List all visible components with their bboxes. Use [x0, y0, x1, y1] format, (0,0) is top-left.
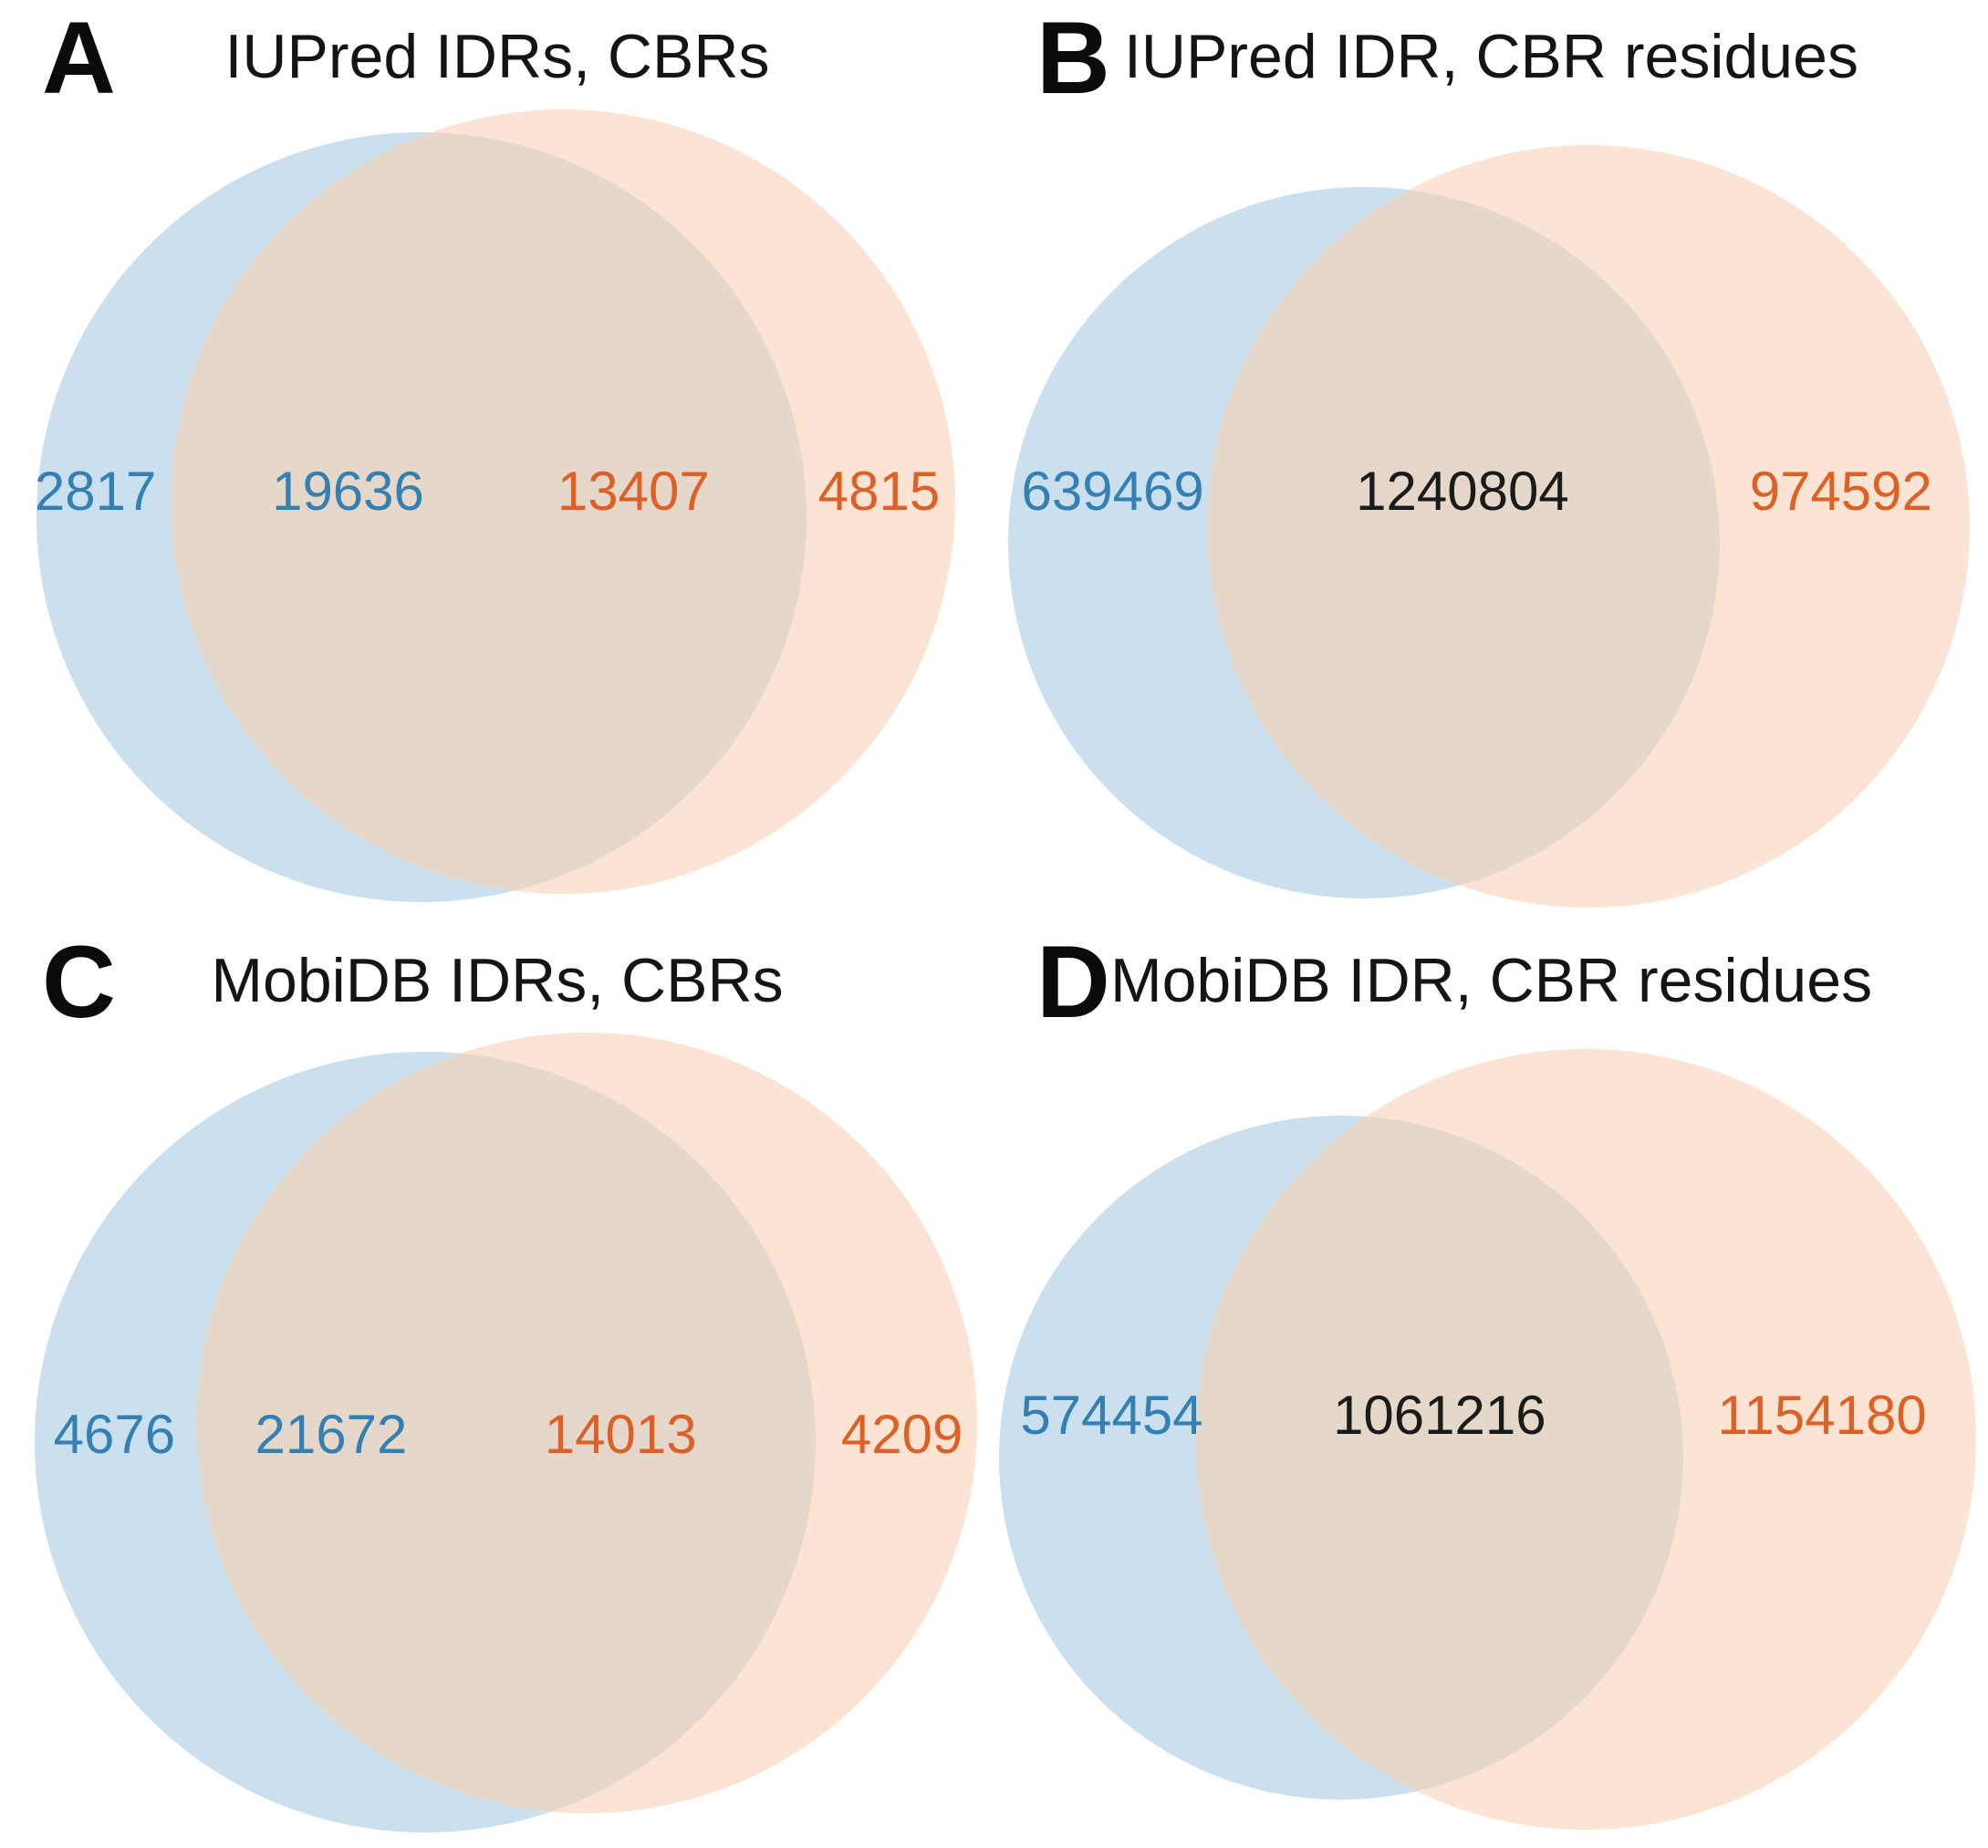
- panel-d-venn: 574454 1061216 1154180: [994, 1029, 1988, 1848]
- count-intersection-orange: 14013: [544, 1403, 697, 1465]
- panel-b-venn: 639469 1240804 974592: [994, 105, 1988, 924]
- panel-b-venn-svg: [1008, 145, 1970, 908]
- panel-d-letter: D: [1036, 925, 1110, 1039]
- panel-b-letter: B: [1036, 1, 1110, 115]
- panel-d-venn-svg: [999, 1049, 1976, 1830]
- panel-d-header: D MobiDB IDR, CBR residues: [994, 924, 1988, 1033]
- panel-a-title: IUPred IDRs, CBRs: [224, 22, 770, 91]
- count-intersection-orange: 13407: [557, 460, 710, 522]
- panel-c-venn-svg: [35, 1033, 977, 1832]
- panel-c-venn: 4676 21672 14013 4209: [0, 1029, 994, 1848]
- panel-b-header: B IUPred IDR, CBR residues: [994, 0, 1988, 109]
- panel-c-header: C MobiDB IDRs, CBRs: [0, 924, 994, 1033]
- count-intersection-blue: 21672: [255, 1403, 408, 1465]
- panel-b: B IUPred IDR, CBR residues 639469 124080…: [994, 0, 1988, 924]
- count-intersection: 1240804: [1356, 460, 1569, 522]
- panel-d-title: MobiDB IDR, CBR residues: [1109, 946, 1873, 1015]
- count-intersection-blue: 19636: [272, 460, 424, 522]
- panel-c: C MobiDB IDRs, CBRs 4676 21672 14013 420…: [0, 924, 994, 1848]
- overlap-region: [1207, 187, 1720, 898]
- panel-b-title: IUPred IDR, CBR residues: [1124, 22, 1858, 91]
- panel-d: D MobiDB IDR, CBR residues 574454 106121…: [994, 924, 1988, 1848]
- panel-a: A IUPred IDRs, CBRs 2817 19636 13407 481…: [0, 0, 994, 924]
- count-orange-only: 1154180: [1717, 1384, 1927, 1446]
- overlap-region: [1195, 1116, 1683, 1800]
- panel-a-header: A IUPred IDRs, CBRs: [0, 0, 994, 109]
- panel-c-letter: C: [42, 925, 116, 1039]
- count-orange-only: 974592: [1749, 460, 1932, 522]
- count-blue-only: 2817: [34, 460, 157, 522]
- panel-a-venn-svg: [36, 109, 955, 902]
- panel-a-letter: A: [42, 1, 116, 115]
- panel-a-venn: 2817 19636 13407 4815: [0, 105, 994, 924]
- count-orange-only: 4815: [817, 460, 941, 522]
- count-blue-only: 4676: [53, 1403, 176, 1465]
- count-blue-only: 574454: [1020, 1384, 1203, 1446]
- count-intersection: 1061216: [1333, 1384, 1546, 1446]
- count-blue-only: 639469: [1021, 460, 1204, 522]
- panel-c-title: MobiDB IDRs, CBRs: [211, 946, 784, 1015]
- count-orange-only: 4209: [840, 1403, 963, 1465]
